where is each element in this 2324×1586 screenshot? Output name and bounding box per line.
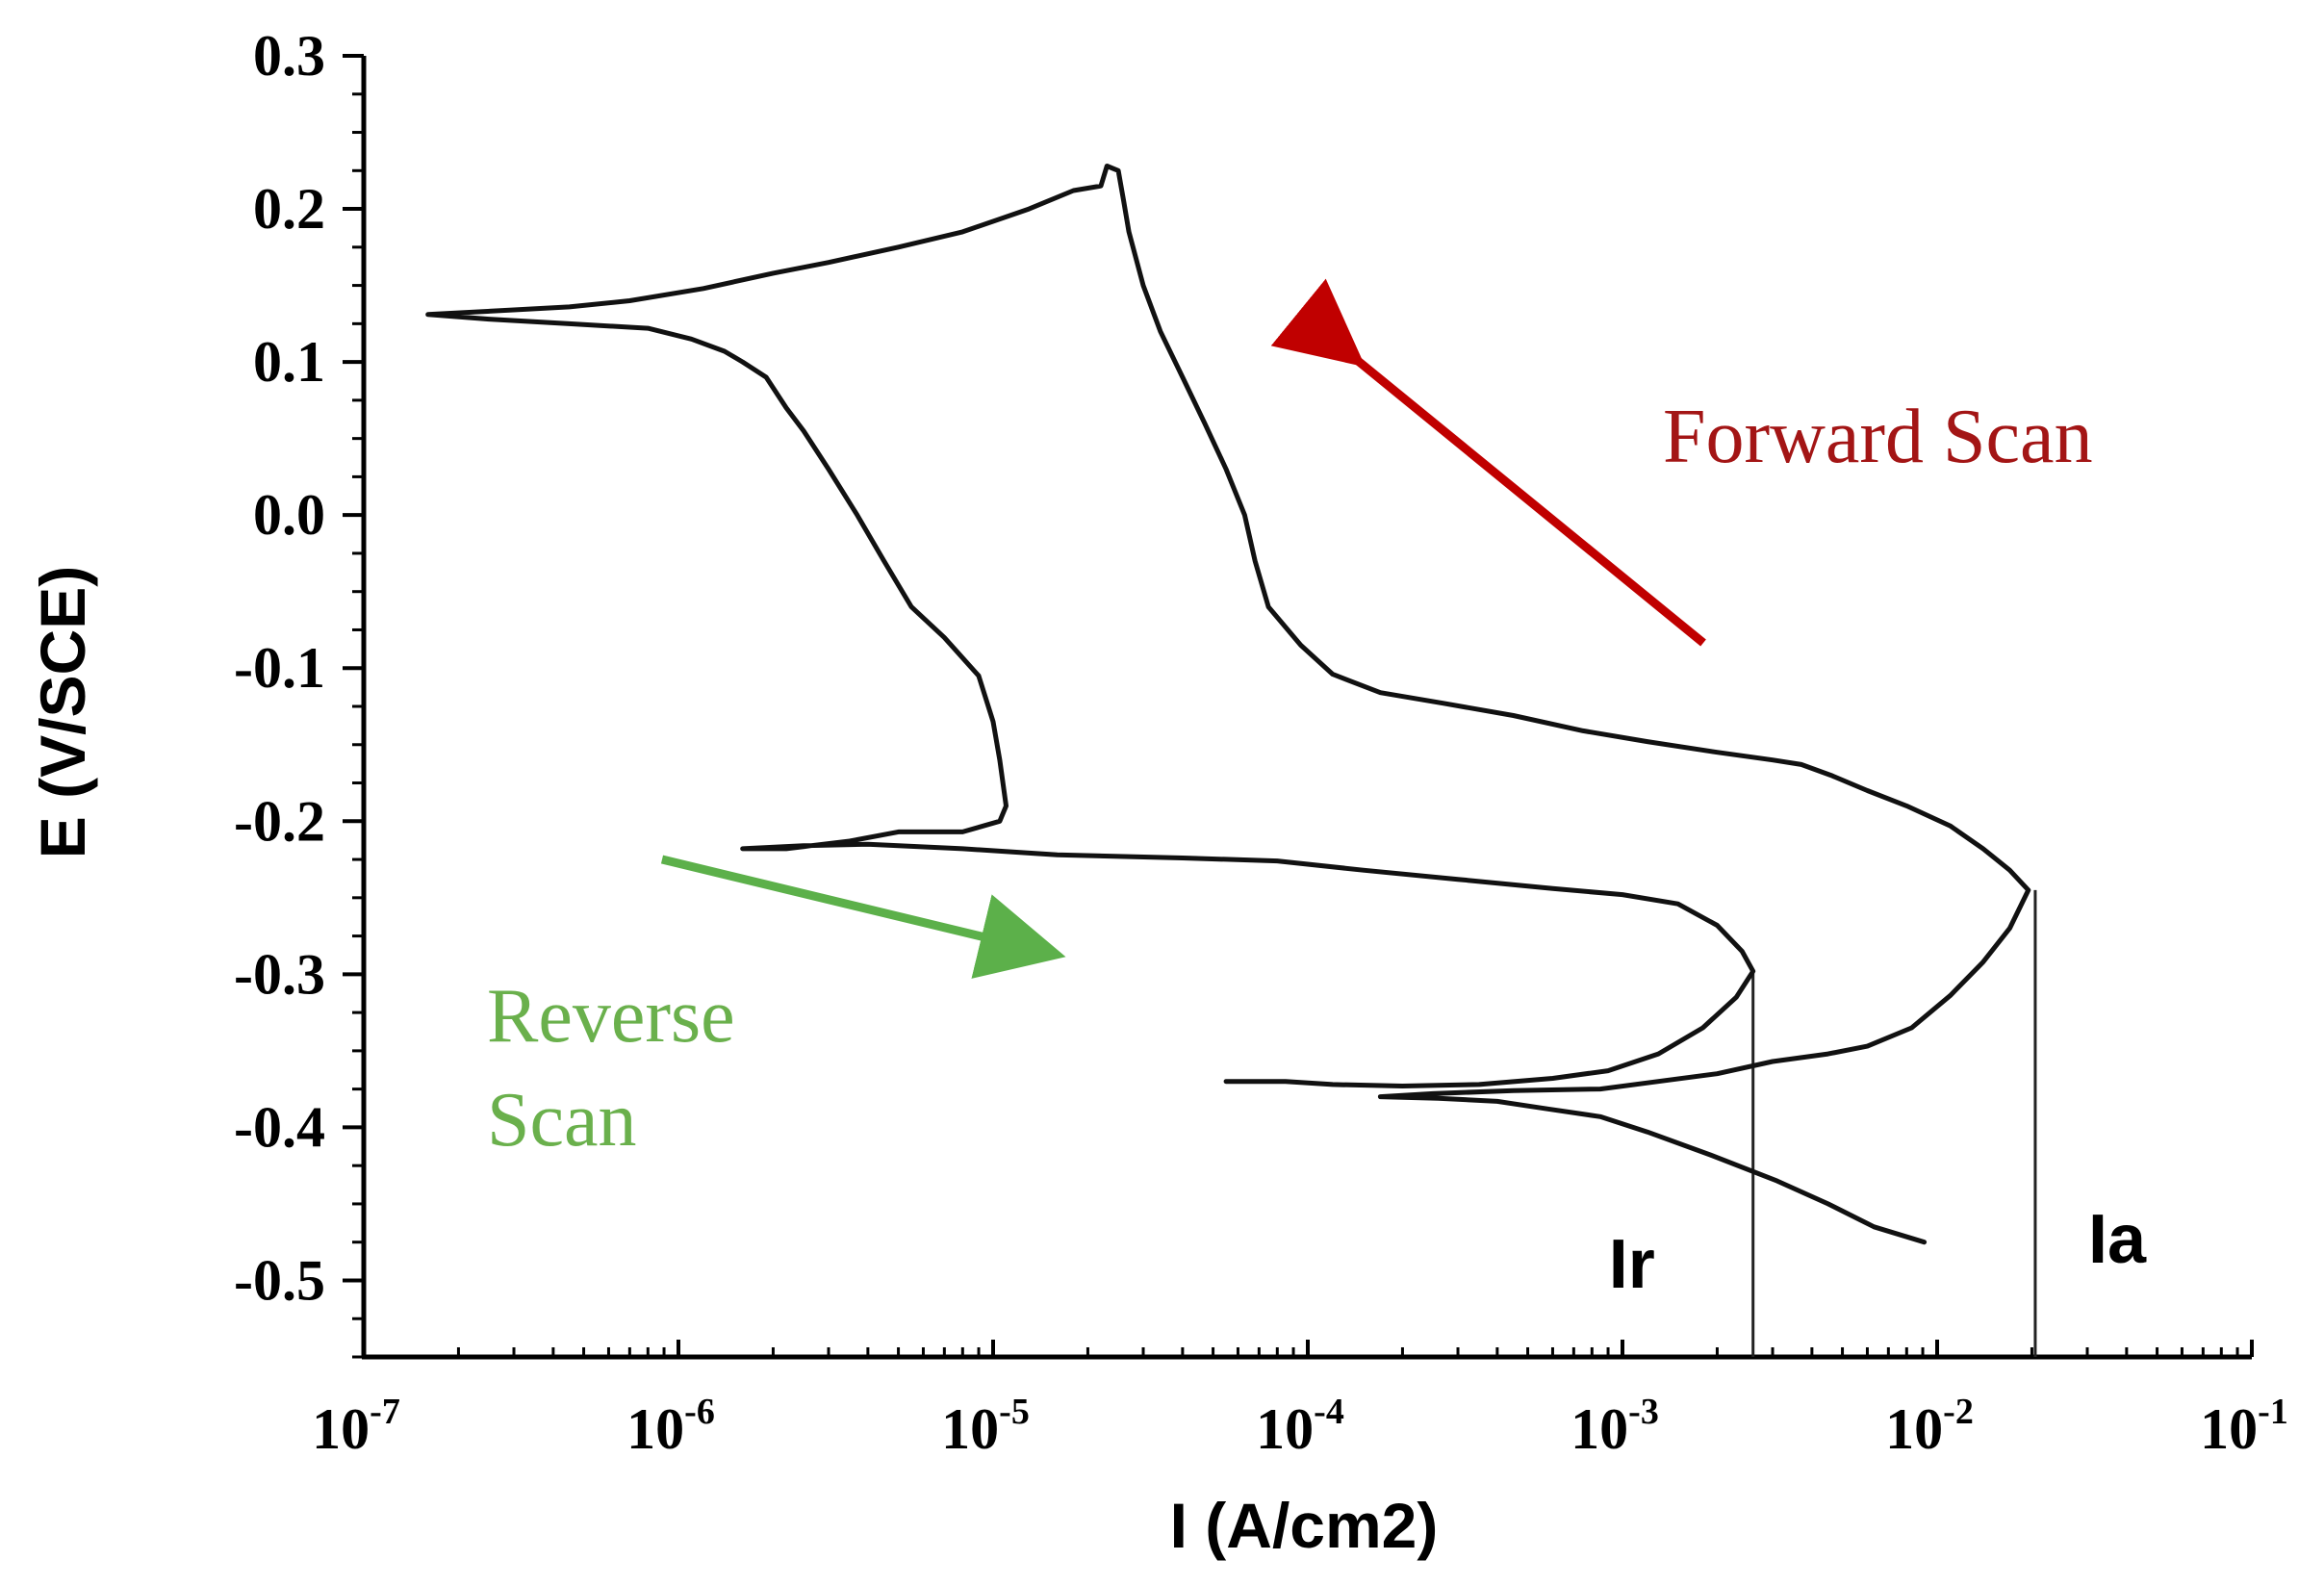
series-line-0 — [425, 164, 2031, 1245]
x-tick-label: 10-3 — [1571, 1392, 1659, 1461]
x-tick-label: 10-6 — [626, 1392, 715, 1461]
y-tick-label: -0.3 — [234, 942, 325, 1006]
x-ticks: 10-7 10-6 10-5 10-4 10-3 10-2 10-1 — [312, 1340, 2288, 1461]
x-tick-label: 10-2 — [1885, 1392, 1974, 1461]
series-group — [425, 164, 2031, 1245]
x-tick-label: 10-5 — [941, 1392, 1030, 1461]
marker-lines: Ir Ia — [1609, 889, 2147, 1357]
reverse-scan-annotation: Reverse Scan — [487, 855, 1066, 1163]
y-tick-label: -0.2 — [234, 789, 325, 853]
y-tick-label: -0.1 — [234, 636, 325, 700]
y-tick-label: -0.5 — [234, 1248, 325, 1312]
y-tick-label: -0.4 — [234, 1095, 325, 1159]
x-tick-label: 10-7 — [312, 1392, 400, 1461]
forward-scan-arrow — [1270, 278, 1706, 647]
marker-label-ia: Ia — [2088, 1201, 2147, 1278]
forward-scan-annotation: Forward Scan — [1270, 278, 2093, 647]
reverse-scan-label-line2: Scan — [487, 1078, 637, 1163]
y-tick-label: 0.2 — [253, 177, 325, 241]
marker-label-ir: Ir — [1609, 1226, 1655, 1303]
x-tick-label: 10-4 — [1256, 1392, 1344, 1461]
x-tick-label: 10-1 — [2200, 1392, 2288, 1461]
y-ticks: 0.3 0.2 0.1 0.0 -0.1 -0.2 -0.3 -0.4 -0.5 — [234, 24, 364, 1359]
reverse-scan-arrow — [660, 855, 1066, 979]
reverse-scan-label-line1: Reverse — [487, 974, 735, 1059]
x-axis-label: I (A/cm2) — [1170, 1490, 1439, 1561]
forward-scan-label: Forward Scan — [1663, 395, 2093, 479]
axes — [361, 56, 2252, 1360]
y-tick-label: 0.3 — [253, 24, 325, 88]
y-axis-label: E (V/SCE) — [27, 566, 98, 858]
y-tick-label: 0.1 — [253, 330, 325, 394]
y-tick-label: 0.0 — [253, 483, 325, 547]
